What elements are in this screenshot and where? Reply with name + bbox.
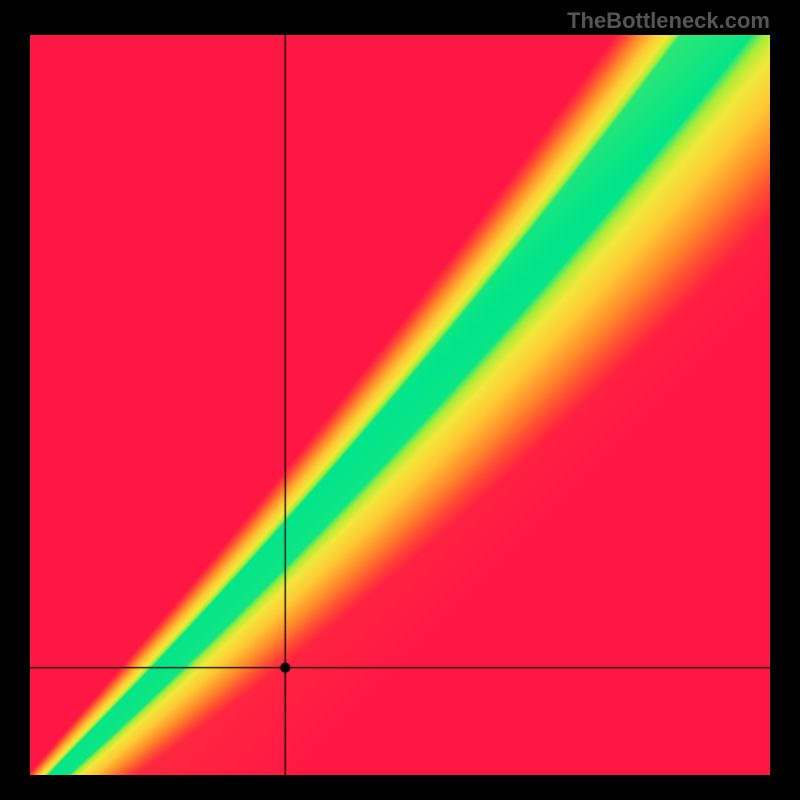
watermark-text: TheBottleneck.com	[567, 8, 770, 34]
bottleneck-heatmap	[30, 35, 770, 775]
chart-container: TheBottleneck.com	[0, 0, 800, 800]
